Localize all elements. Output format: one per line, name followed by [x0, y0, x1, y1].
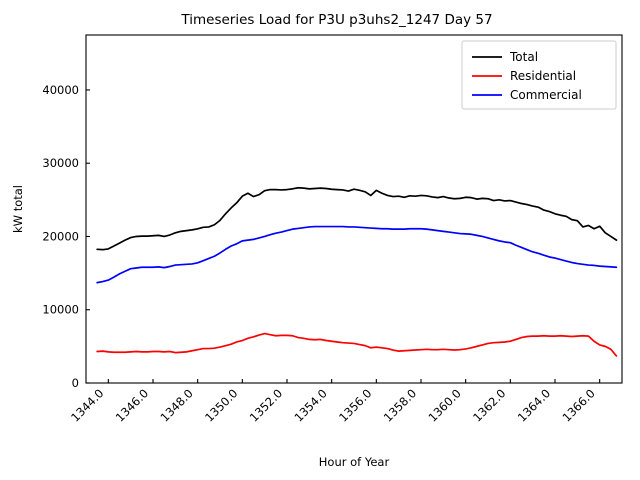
y-tick-label: 10000 — [42, 303, 79, 317]
y-axis-label: kW total — [11, 185, 25, 233]
x-tick-label: 1346.0 — [113, 386, 151, 424]
x-tick-label: 1362.0 — [470, 386, 508, 424]
x-tick-label: 1348.0 — [157, 386, 195, 424]
x-tick-label: 1344.0 — [68, 386, 106, 424]
y-tick-label: 40000 — [42, 83, 79, 97]
x-tick-label: 1364.0 — [515, 386, 553, 424]
legend-label-total: Total — [509, 50, 538, 64]
legend-label-commercial: Commercial — [510, 88, 582, 102]
y-tick-label: 20000 — [42, 229, 79, 243]
x-tick-label: 1366.0 — [559, 386, 597, 424]
chart-legend: Total Residential Commercial — [461, 40, 617, 110]
y-tick-label: 0 — [72, 376, 79, 390]
x-tick-label: 1352.0 — [247, 386, 285, 424]
x-tick-label: 1356.0 — [336, 386, 374, 424]
x-tick-label: 1354.0 — [291, 386, 329, 424]
x-tick-label: 1360.0 — [425, 386, 463, 424]
plot-layer — [96, 186, 618, 357]
legend-label-residential: Residential — [510, 69, 576, 83]
x-tick-label: 1358.0 — [381, 386, 419, 424]
series-line-residential — [96, 332, 618, 357]
x-axis-label: Hour of Year — [319, 455, 390, 469]
chart-title: Timeseries Load for P3U p3uhs2_1247 Day … — [180, 12, 492, 28]
series-line-commercial — [96, 225, 618, 284]
x-tick-label: 1350.0 — [202, 386, 240, 424]
axes-frame — [85, 34, 623, 384]
series-line-total — [96, 186, 618, 251]
y-tick-label: 30000 — [42, 156, 79, 170]
legend-frame — [461, 40, 617, 110]
